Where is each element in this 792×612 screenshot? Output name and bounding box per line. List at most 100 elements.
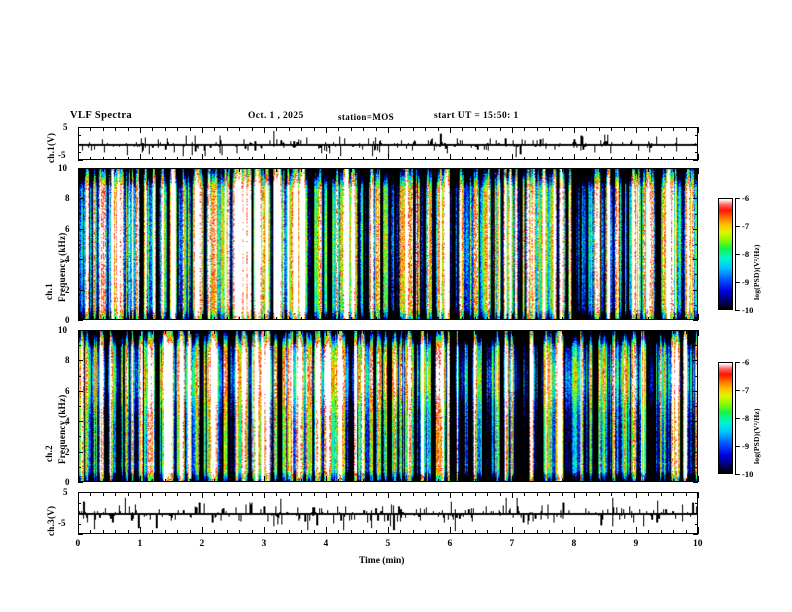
ch1v-bot-x-minor-tick — [660, 156, 662, 160]
cbar-ch1-label--6: -6 — [742, 193, 750, 203]
ch1s-top-x-major-tick — [388, 168, 389, 174]
ch3v-top-x-minor-tick — [474, 492, 476, 496]
ch2s-bot-x-major-tick — [512, 476, 513, 482]
ch1v-bot-x-minor-tick — [164, 156, 166, 160]
ch1v-top-x-major-tick — [326, 127, 327, 133]
ch1v-bot-x-minor-tick — [400, 156, 402, 160]
ch1v-bot-x-minor-tick — [102, 156, 104, 160]
ch1v-bot-x-minor-tick — [350, 156, 352, 160]
ch1s-top-x-minor-tick — [276, 168, 278, 172]
ch2s-bot-x-minor-tick — [536, 478, 538, 482]
ch1v-bot-x-minor-tick — [611, 156, 613, 160]
ch3v-bot-x-minor-tick — [524, 530, 526, 534]
ch1v-bot-x-major-tick — [636, 154, 637, 160]
ch3v-top-x-minor-tick — [673, 492, 675, 496]
ch1v-bot-x-minor-tick — [536, 156, 538, 160]
ch1v-top-x-minor-tick — [611, 127, 613, 131]
ch1s-top-x-major-tick — [140, 168, 141, 174]
cbar-ch1-tick — [735, 226, 740, 227]
cbar-ch1-tick — [735, 254, 740, 255]
ch1-colorbar — [718, 198, 733, 310]
ch1s-y-minor-tick-right — [695, 244, 698, 245]
ch2s-top-x-minor-tick — [313, 330, 315, 334]
ch1s-top-x-major-tick — [450, 168, 451, 174]
observation-date: Oct. 1 , 2025 — [248, 111, 304, 121]
ch2s-bot-x-minor-tick — [660, 478, 662, 482]
ch1s-y-minor-tick — [78, 213, 81, 215]
ch1-freq-tick-8: 8 — [65, 193, 70, 204]
ch1s-y-major-tick — [78, 168, 83, 169]
cbar-ch1-spine — [735, 198, 736, 310]
ch1s-bot-x-major-tick — [326, 314, 327, 320]
ch1v-top-x-minor-tick — [276, 127, 278, 131]
page-title: VLF Spectra — [70, 110, 133, 121]
ch1s-top-x-minor-tick — [115, 168, 117, 172]
ch3v-y-major-tick — [78, 534, 83, 535]
ch1v-bot-x-minor-tick — [499, 156, 501, 160]
ch1v-bot-x-minor-tick — [524, 156, 526, 160]
ch1s-y-major-tick — [78, 259, 83, 261]
ch3v-bot-x-major-tick — [636, 527, 637, 534]
ch2s-y-minor-tick-right — [695, 466, 698, 468]
ch1v-bot-x-minor-tick — [239, 156, 241, 160]
ch2s-bot-x-major-tick — [636, 476, 637, 482]
ch3v-bot-x-minor-tick — [673, 530, 675, 534]
ch1s-bot-x-major-tick — [512, 314, 513, 320]
ch1s-top-x-minor-tick — [660, 168, 662, 172]
ch3v-top-x-major-tick — [78, 492, 79, 498]
ch3v-bot-x-major-tick — [140, 527, 141, 534]
ch1v-top-x-minor-tick — [487, 127, 489, 131]
ch3v-bot-x-minor-tick — [400, 530, 402, 534]
ch3v-top-x-minor-tick — [437, 492, 439, 496]
ch2s-top-x-minor-tick — [412, 330, 414, 334]
ch2s-top-x-minor-tick — [350, 330, 352, 334]
ch1v-top-x-minor-tick — [102, 127, 104, 131]
ch1v-bot-x-minor-tick — [115, 156, 117, 160]
start-ut-label: start UT = 15:50: 1 — [434, 111, 519, 121]
ch1s-bot-x-minor-tick — [102, 316, 104, 320]
ch1s-bot-x-minor-tick — [127, 316, 129, 320]
ch1s-bot-x-minor-tick — [623, 316, 625, 320]
ch1s-bot-x-minor-tick — [152, 316, 154, 320]
ch3v-bot-x-minor-tick — [660, 530, 662, 534]
ch3v-top-x-minor-tick — [350, 492, 352, 496]
ch1s-bot-x-minor-tick — [462, 316, 464, 320]
ch3v-top-x-minor-tick — [524, 492, 526, 496]
ch3v-bot-x-major-tick — [512, 527, 513, 534]
ch1s-bot-x-minor-tick — [251, 316, 253, 320]
ch2-freq-tick-0: 0 — [65, 477, 70, 487]
ch3v-bot-x-minor-tick — [462, 530, 464, 534]
ch1v-top-x-major-tick — [698, 127, 699, 133]
ch1s-bot-x-minor-tick — [524, 316, 526, 320]
ch1s-bot-x-minor-tick — [363, 316, 365, 320]
ch3v-y-minor-tick-right — [695, 502, 698, 504]
ch1s-bot-x-minor-tick — [375, 316, 377, 320]
ch1v-top-x-minor-tick — [524, 127, 526, 131]
ch1s-top-x-minor-tick — [164, 168, 166, 172]
ch1s-top-x-major-tick — [78, 168, 79, 174]
ch1v-top-x-minor-tick — [685, 127, 687, 131]
ch2-freq-tick-2: 2 — [65, 446, 70, 457]
ch2s-top-x-minor-tick — [102, 330, 104, 334]
ch2s-bot-x-minor-tick — [375, 478, 377, 482]
ch1v-top-x-minor-tick — [164, 127, 166, 131]
ch1s-top-x-minor-tick — [338, 168, 340, 172]
ch2s-top-x-major-tick — [388, 330, 389, 336]
ch2s-bot-x-minor-tick — [276, 478, 278, 482]
ch3v-y-minor-tick-right — [695, 523, 698, 525]
ch1s-top-x-minor-tick — [152, 168, 154, 172]
ch1s-bot-x-minor-tick — [276, 316, 278, 320]
ch3v-bot-x-minor-tick — [251, 530, 253, 534]
ch1v-bot-x-major-tick — [388, 154, 389, 160]
ch2s-y-minor-tick — [78, 406, 81, 407]
ch1s-bot-x-minor-tick — [660, 316, 662, 320]
ch2s-bot-x-minor-tick — [611, 478, 613, 482]
ch1v-bot-x-minor-tick — [214, 156, 216, 160]
ch2s-y-major-tick — [78, 421, 83, 423]
ch1s-bot-x-minor-tick — [437, 316, 439, 320]
cbar-ch2-tick — [735, 390, 740, 391]
ch1v-top-x-minor-tick — [648, 127, 650, 131]
ch2s-top-x-minor-tick — [214, 330, 216, 334]
ch3v-top-x-minor-tick — [177, 492, 179, 496]
ch1s-bot-x-minor-tick — [648, 316, 650, 320]
